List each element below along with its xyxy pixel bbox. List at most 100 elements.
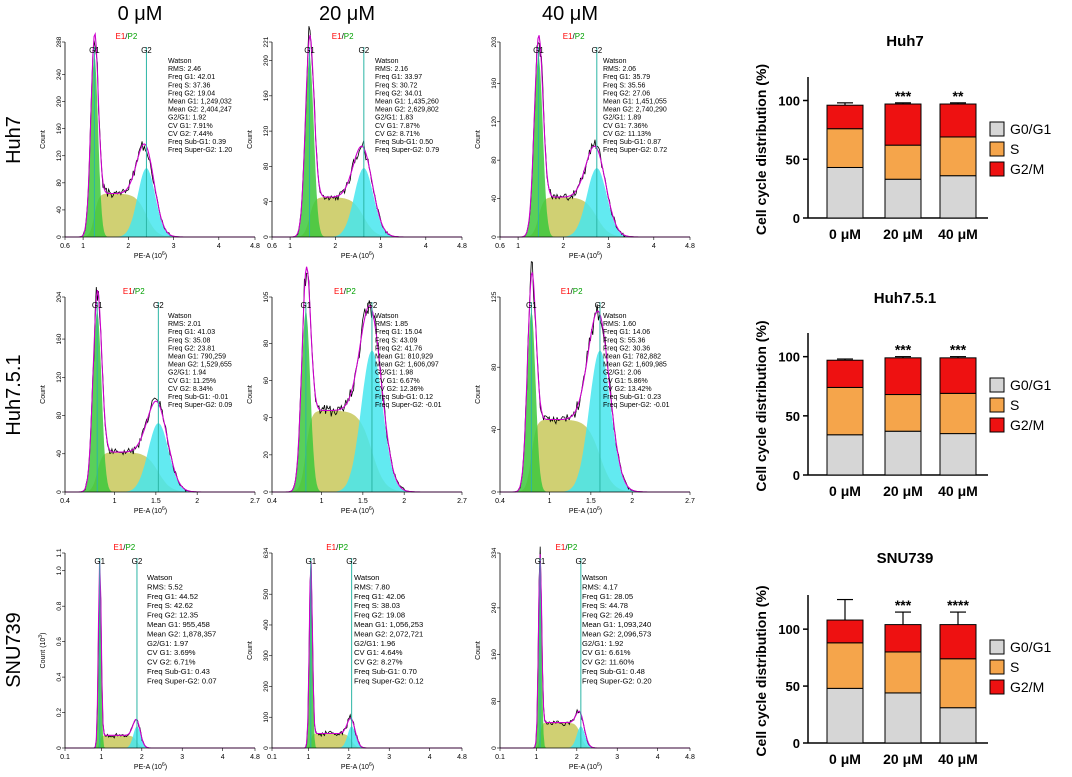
gate-label-slash: / bbox=[571, 287, 574, 296]
stat-line: Freq G1: 33.97 bbox=[375, 74, 422, 81]
g1-peak-label: G1 bbox=[526, 301, 537, 310]
x-axis-label-exp: 6 bbox=[162, 251, 165, 257]
x-tick-label: 0.4 bbox=[267, 498, 277, 505]
y-axis-label-text: Count bbox=[475, 385, 482, 404]
x-tick-label: 1 bbox=[548, 498, 552, 505]
y-tick-label: 0.4 bbox=[56, 672, 63, 681]
x-tick-label: 3 bbox=[607, 243, 611, 250]
x-tick-label: 40 μM bbox=[938, 483, 978, 499]
x-axis-label-text: PE-A (10 bbox=[134, 508, 162, 515]
stat-line: G2/G1: 2.06 bbox=[603, 370, 641, 377]
gate-label-slash: / bbox=[336, 543, 339, 552]
histogram-panel: G1 G2 E1/P2 0 40 80 125 0.4 1 1.5 2 2.7 PE-A (106) Co… bbox=[475, 261, 695, 515]
stat-line: RMS: 7.80 bbox=[354, 582, 390, 591]
stat-line: Watson bbox=[582, 573, 607, 582]
y-axis-label: Count bbox=[247, 130, 254, 149]
gate-label-e1: E1 bbox=[561, 287, 571, 296]
g1-peak-label: G1 bbox=[304, 46, 315, 55]
y-axis-label-text: Count bbox=[247, 641, 254, 660]
significance-marker: *** bbox=[895, 597, 912, 613]
row-label: Huh7.5.1 bbox=[3, 354, 25, 435]
x-tick-label: 40 μM bbox=[938, 751, 978, 767]
stat-line: Watson bbox=[603, 58, 627, 65]
bar-segment-s bbox=[826, 642, 864, 689]
gate-label-p2: P2 bbox=[338, 543, 348, 552]
stat-line: Mean G2: 2,740,290 bbox=[603, 107, 667, 114]
x-axis-label-end: ) bbox=[600, 253, 602, 260]
stat-line: Freq S: 43.09 bbox=[375, 337, 418, 344]
bar-segment-g2m bbox=[884, 357, 922, 396]
stat-line: Freq G1: 42.06 bbox=[354, 592, 405, 601]
x-tick-label: 0.1 bbox=[60, 754, 70, 761]
bar-chart: SNU739 0 50 100 Cell cycle distribution (%) 0… bbox=[753, 550, 1051, 767]
stat-line: Freq Super-G2: 0.07 bbox=[147, 676, 217, 685]
y-axis-label: Cell cycle distribution (%) bbox=[753, 320, 769, 491]
stat-line: Freq S: 55.36 bbox=[603, 337, 646, 344]
stat-line: Mean G1: 955,458 bbox=[147, 620, 210, 629]
y-tick-label: 80 bbox=[491, 156, 498, 164]
stat-line: Mean G2: 1,609,985 bbox=[603, 362, 667, 369]
bar-segment-s bbox=[826, 128, 864, 168]
legend-swatch bbox=[989, 161, 1005, 177]
x-tick-label: 2 bbox=[195, 498, 199, 505]
y-tick-label: 100 bbox=[263, 711, 270, 722]
gate-label: E1/P2 bbox=[123, 287, 145, 296]
legend-swatch bbox=[989, 679, 1005, 695]
x-tick-label: 0.4 bbox=[60, 498, 70, 505]
bar-segment-s bbox=[884, 651, 922, 694]
stat-line: Freq S: 37.36 bbox=[168, 82, 211, 89]
y-tick-label: 0 bbox=[793, 211, 800, 226]
stat-line: G2/G1: 1.96 bbox=[354, 639, 395, 648]
y-tick-label: 105 bbox=[263, 291, 270, 302]
legend-swatch bbox=[989, 377, 1005, 393]
y-axis-label: Cell cycle distribution (%) bbox=[753, 64, 769, 235]
legend-label: G2/M bbox=[1010, 679, 1044, 695]
stat-line: Watson bbox=[375, 313, 399, 320]
x-tick-label: 2.7 bbox=[685, 498, 695, 505]
y-axis-label: Count bbox=[40, 130, 47, 149]
stat-line: CV G1: 7.91% bbox=[168, 123, 213, 130]
stat-line: Mean G1: 1,056,253 bbox=[354, 620, 423, 629]
stat-line: G2/G1: 1.94 bbox=[168, 370, 206, 377]
gate-label-e1: E1 bbox=[563, 32, 573, 41]
legend-swatch bbox=[989, 121, 1005, 137]
legend-label: S bbox=[1010, 397, 1019, 413]
bar-segment-g2m bbox=[939, 624, 977, 660]
stat-line: Freq Super-G2: 0.09 bbox=[168, 402, 232, 409]
bar-segment-g2m bbox=[826, 359, 864, 388]
histogram-panel: G1 G2 E1/P2 0 40 80 120 160 204 0.4 1 1.5 2 2.7 PE-A (… bbox=[40, 286, 260, 515]
y-tick-label: 500 bbox=[263, 588, 270, 599]
gate-label-e1: E1 bbox=[332, 32, 342, 41]
y-tick-label: 200 bbox=[263, 55, 270, 66]
g2-peak-area bbox=[65, 726, 255, 748]
s-phase-area bbox=[65, 452, 255, 492]
y-tick-label: 40 bbox=[56, 450, 63, 458]
g2-peak-area bbox=[500, 168, 690, 237]
x-tick-label: 1 bbox=[306, 754, 310, 761]
x-tick-label: 3 bbox=[172, 243, 176, 250]
y-axis-label-open: (10 bbox=[40, 638, 47, 650]
stat-line: Mean G2: 1,878,357 bbox=[147, 629, 216, 638]
y-tick-label: 40 bbox=[56, 206, 63, 214]
bar-chart: Huh7 0 50 100 Cell cycle distribution (%) 0 μ… bbox=[753, 33, 1051, 242]
x-axis-label: PE-A (106) bbox=[134, 762, 167, 771]
y-tick-label: 0 bbox=[56, 235, 63, 239]
y-axis-label-close: ) bbox=[40, 633, 47, 635]
x-axis-label-text: PE-A (10 bbox=[134, 253, 162, 260]
gate-label-e1: E1 bbox=[334, 287, 344, 296]
x-axis-label-text: PE-A (10 bbox=[569, 253, 597, 260]
stat-line: Mean G1: 1,435,260 bbox=[375, 99, 439, 106]
stat-line: G2/G1: 1.97 bbox=[147, 639, 188, 648]
y-axis-label-text: Count bbox=[475, 130, 482, 149]
bar-segment-g0g1 bbox=[826, 687, 864, 744]
x-tick-label: 1 bbox=[113, 498, 117, 505]
histogram-panel: G1 G2 E1/P2 0 40 80 120 160 203 0.6 1 2 3 4 4.8 PE-A (1… bbox=[475, 32, 695, 260]
stat-line: CV G2: 11.60% bbox=[582, 658, 634, 667]
x-tick-label: 0.6 bbox=[267, 243, 277, 250]
gate-label: E1/P2 bbox=[334, 287, 356, 296]
stat-line: Freq Super-G2: -0.01 bbox=[375, 402, 442, 409]
g2-peak-area bbox=[500, 350, 690, 492]
x-axis-label-text: PE-A (10 bbox=[569, 764, 597, 771]
stat-line: Watson bbox=[354, 573, 379, 582]
